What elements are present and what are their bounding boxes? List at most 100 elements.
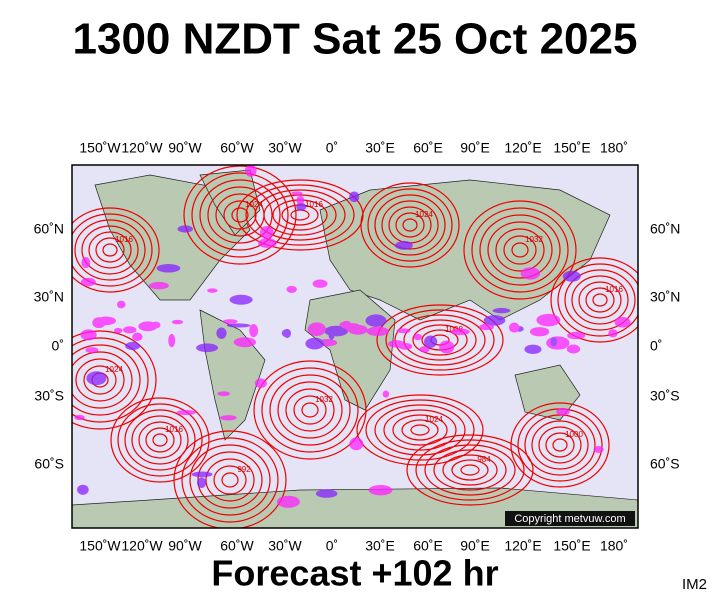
precip-cell — [562, 270, 581, 282]
precip-cell — [117, 300, 126, 309]
isobar — [406, 434, 534, 506]
precip-cell — [276, 495, 300, 508]
isobar — [495, 228, 545, 272]
precip-cell — [74, 414, 85, 421]
precip-cell — [132, 332, 143, 342]
precip-cell — [368, 484, 393, 496]
isobar — [102, 243, 118, 257]
copyright-box — [505, 511, 635, 526]
lon-label-bottom: 120˚E — [504, 538, 541, 554]
isobar — [421, 329, 459, 351]
lat-label-right: 60˚N — [650, 221, 680, 237]
precip-cell — [122, 326, 137, 334]
precip-cell — [233, 337, 257, 348]
precip-cell — [113, 327, 123, 334]
lon-label-bottom: 30˚E — [365, 538, 395, 554]
precip-cell — [217, 391, 230, 397]
isobar — [394, 314, 486, 366]
precip-cell — [424, 335, 438, 348]
precip-cell — [508, 322, 520, 333]
precip-cell — [220, 415, 237, 421]
precip-cell — [439, 340, 455, 354]
precip-cell — [546, 336, 570, 350]
precip-cell — [86, 371, 107, 386]
precip-cell — [366, 326, 389, 336]
isobar — [83, 365, 117, 395]
isobar — [181, 437, 279, 523]
precip-cell — [291, 191, 303, 196]
isobar — [471, 207, 569, 293]
precip-cell — [207, 288, 218, 293]
precip-cell — [254, 378, 267, 389]
isobar — [578, 281, 622, 319]
isobar — [269, 374, 351, 446]
isobar — [145, 427, 175, 453]
precip-cell — [229, 294, 253, 305]
precip-cell — [148, 281, 169, 290]
isobar-label: 1032 — [525, 235, 543, 244]
lon-label-bottom: 180˚ — [600, 538, 628, 554]
precip-cell — [349, 437, 364, 451]
map-frame — [71, 164, 639, 529]
precip-cell — [260, 225, 274, 239]
isobar — [451, 459, 489, 481]
isobar-label: 1024 — [425, 415, 443, 424]
precip-cell — [258, 238, 277, 248]
isobar — [442, 454, 498, 486]
isobar — [173, 430, 287, 528]
precip-cell — [151, 321, 161, 329]
isobar — [433, 449, 507, 491]
precip-cell — [328, 329, 335, 340]
lon-label-top: 60˚W — [220, 140, 254, 156]
isobar — [479, 214, 561, 286]
lat-label-left: 30˚S — [34, 388, 64, 404]
isobar — [81, 225, 139, 275]
precip-cell — [281, 329, 291, 338]
isobar — [183, 165, 297, 265]
lat-label-left: 60˚S — [34, 456, 64, 472]
subtitle: Forecast +102 hr — [211, 553, 498, 594]
isobar — [552, 438, 568, 452]
precip-cell — [312, 279, 328, 288]
isobar — [95, 237, 125, 263]
isobar — [487, 221, 553, 279]
isobar — [410, 424, 430, 436]
precip-cell — [529, 327, 550, 337]
isobar — [75, 358, 125, 402]
isobar — [110, 397, 210, 483]
lat-label-right: 0˚ — [650, 338, 662, 354]
precip-cell — [413, 333, 422, 341]
lon-label-top: 30˚W — [268, 140, 302, 156]
precip-cell — [387, 340, 405, 348]
isobar — [213, 465, 247, 495]
isobar — [402, 218, 418, 232]
isobar — [72, 344, 141, 416]
lat-label-left: 30˚N — [34, 289, 64, 305]
isobar-label: 1024 — [105, 365, 123, 374]
isobar — [510, 402, 610, 488]
isobar — [72, 337, 149, 423]
isobar — [72, 330, 157, 430]
isobar — [152, 433, 168, 447]
isobar — [236, 179, 364, 251]
isobar — [191, 172, 289, 258]
precip-cell — [348, 324, 368, 335]
isobar — [356, 394, 484, 466]
lat-label-right: 30˚S — [650, 388, 680, 404]
isobar-label: 984 — [477, 455, 491, 464]
isobar — [545, 432, 575, 458]
isobar-label: 1000 — [565, 430, 583, 439]
precip-cell — [197, 477, 207, 489]
precip-cell — [483, 315, 506, 326]
isobar — [301, 402, 319, 418]
isobar — [460, 464, 480, 476]
isobar — [564, 269, 636, 331]
isobar — [503, 235, 537, 265]
isobar — [231, 207, 249, 223]
lon-label-top: 60˚E — [413, 140, 443, 156]
isobar — [124, 409, 196, 471]
precip-cell — [382, 390, 390, 398]
precip-cell — [226, 323, 251, 328]
precip-cell — [286, 285, 297, 293]
precip-cell — [296, 202, 307, 211]
